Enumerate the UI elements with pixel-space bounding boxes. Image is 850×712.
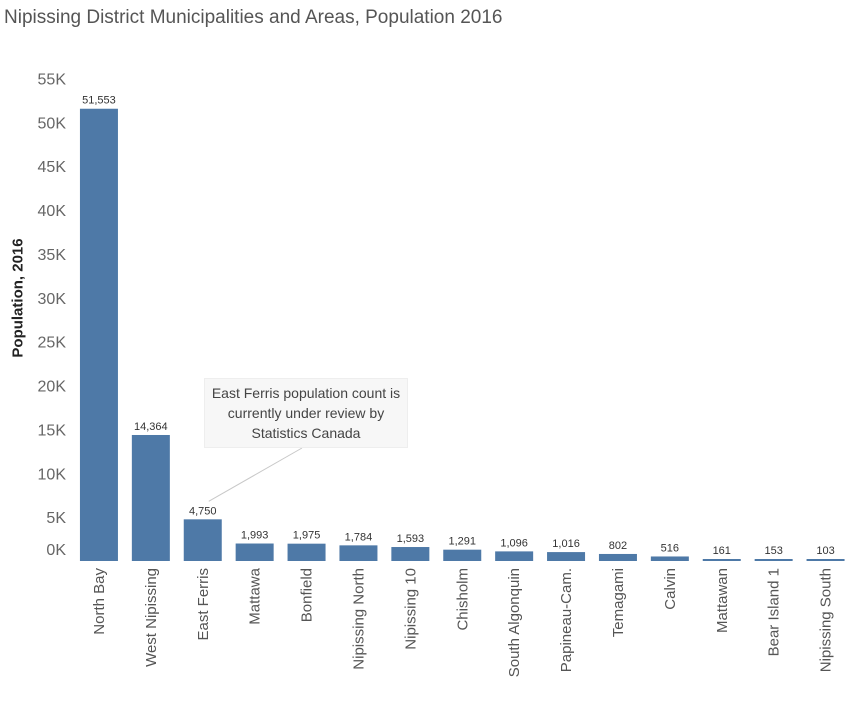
x-tick-label: Mattawan — [714, 568, 731, 633]
data-label: 1,993 — [241, 530, 269, 542]
data-label: 51,553 — [82, 95, 116, 107]
data-label: 516 — [661, 542, 679, 554]
x-axis-ticks: North Bay West Nipissing East Ferris Mattaw… — [91, 567, 835, 677]
y-axis-ticks: 0K 5K 10K 15K 20K 25K 30K 35K 40K 45K 50K 55K — [38, 72, 67, 560]
x-tick-label: North Bay — [91, 568, 108, 635]
x-tick-label: West Nipissing — [143, 568, 160, 667]
data-label: 14,364 — [134, 421, 168, 433]
bar — [79, 108, 118, 561]
bar — [235, 543, 274, 561]
data-label: 1,593 — [397, 533, 425, 545]
x-tick-label: South Algonquin — [506, 568, 523, 677]
bar — [547, 552, 586, 561]
bar — [598, 553, 637, 561]
x-tick-label: Nipissing South — [818, 568, 835, 672]
y-tick-label: 20K — [38, 379, 67, 396]
bar — [702, 559, 741, 561]
y-tick-label: 0K — [46, 542, 66, 559]
x-tick-label: Mattawa — [247, 567, 264, 624]
bar — [391, 547, 430, 561]
annotation-leader-line — [208, 447, 303, 502]
data-label: 1,975 — [293, 530, 321, 542]
data-label: 1,096 — [500, 537, 528, 549]
data-label: 1,016 — [552, 538, 580, 550]
data-label: 103 — [816, 545, 834, 557]
bar — [131, 434, 170, 561]
bar — [339, 545, 378, 561]
data-label: 153 — [764, 545, 782, 557]
bar — [443, 549, 482, 561]
y-tick-label: 55K — [38, 72, 67, 89]
y-tick-label: 30K — [38, 291, 67, 308]
x-tick-label: East Ferris — [195, 568, 212, 641]
y-tick-label: 40K — [38, 203, 67, 220]
y-tick-label: 5K — [46, 510, 66, 527]
y-tick-label: 10K — [38, 466, 67, 483]
bar — [495, 551, 534, 561]
x-tick-label: Chisholm — [454, 568, 471, 631]
annotation-callout: East Ferris population count is currentl… — [204, 378, 408, 448]
x-tick-label: Bonfield — [299, 568, 316, 622]
bars — [79, 108, 845, 561]
y-tick-label: 15K — [38, 422, 67, 439]
bar — [183, 519, 222, 561]
data-label: 1,291 — [448, 536, 476, 548]
data-labels: 51,553 14,364 4,750 1,993 1,975 1,784 1,593 1,2… — [82, 95, 835, 557]
bar — [650, 556, 689, 561]
bar — [806, 559, 845, 561]
data-label: 802 — [609, 540, 627, 552]
y-tick-label: 50K — [38, 115, 67, 132]
x-tick-label: Bear Island 1 — [766, 568, 783, 656]
x-tick-label: Calvin — [662, 568, 679, 610]
x-tick-label: Nipissing 10 — [402, 568, 419, 650]
chart-title: Nipissing District Municipalities and Ar… — [4, 7, 503, 28]
y-tick-label: 35K — [38, 247, 67, 264]
x-tick-label: Nipissing North — [350, 568, 367, 670]
y-tick-label: 45K — [38, 159, 67, 176]
data-label: 4,750 — [189, 505, 217, 517]
bar — [754, 559, 793, 561]
x-tick-label: Temagami — [610, 568, 627, 637]
data-label: 161 — [713, 545, 731, 557]
data-label: 1,784 — [345, 531, 373, 543]
y-tick-label: 25K — [38, 335, 67, 352]
x-tick-label: Papineau-Cam. — [558, 568, 575, 672]
bar — [287, 543, 326, 561]
